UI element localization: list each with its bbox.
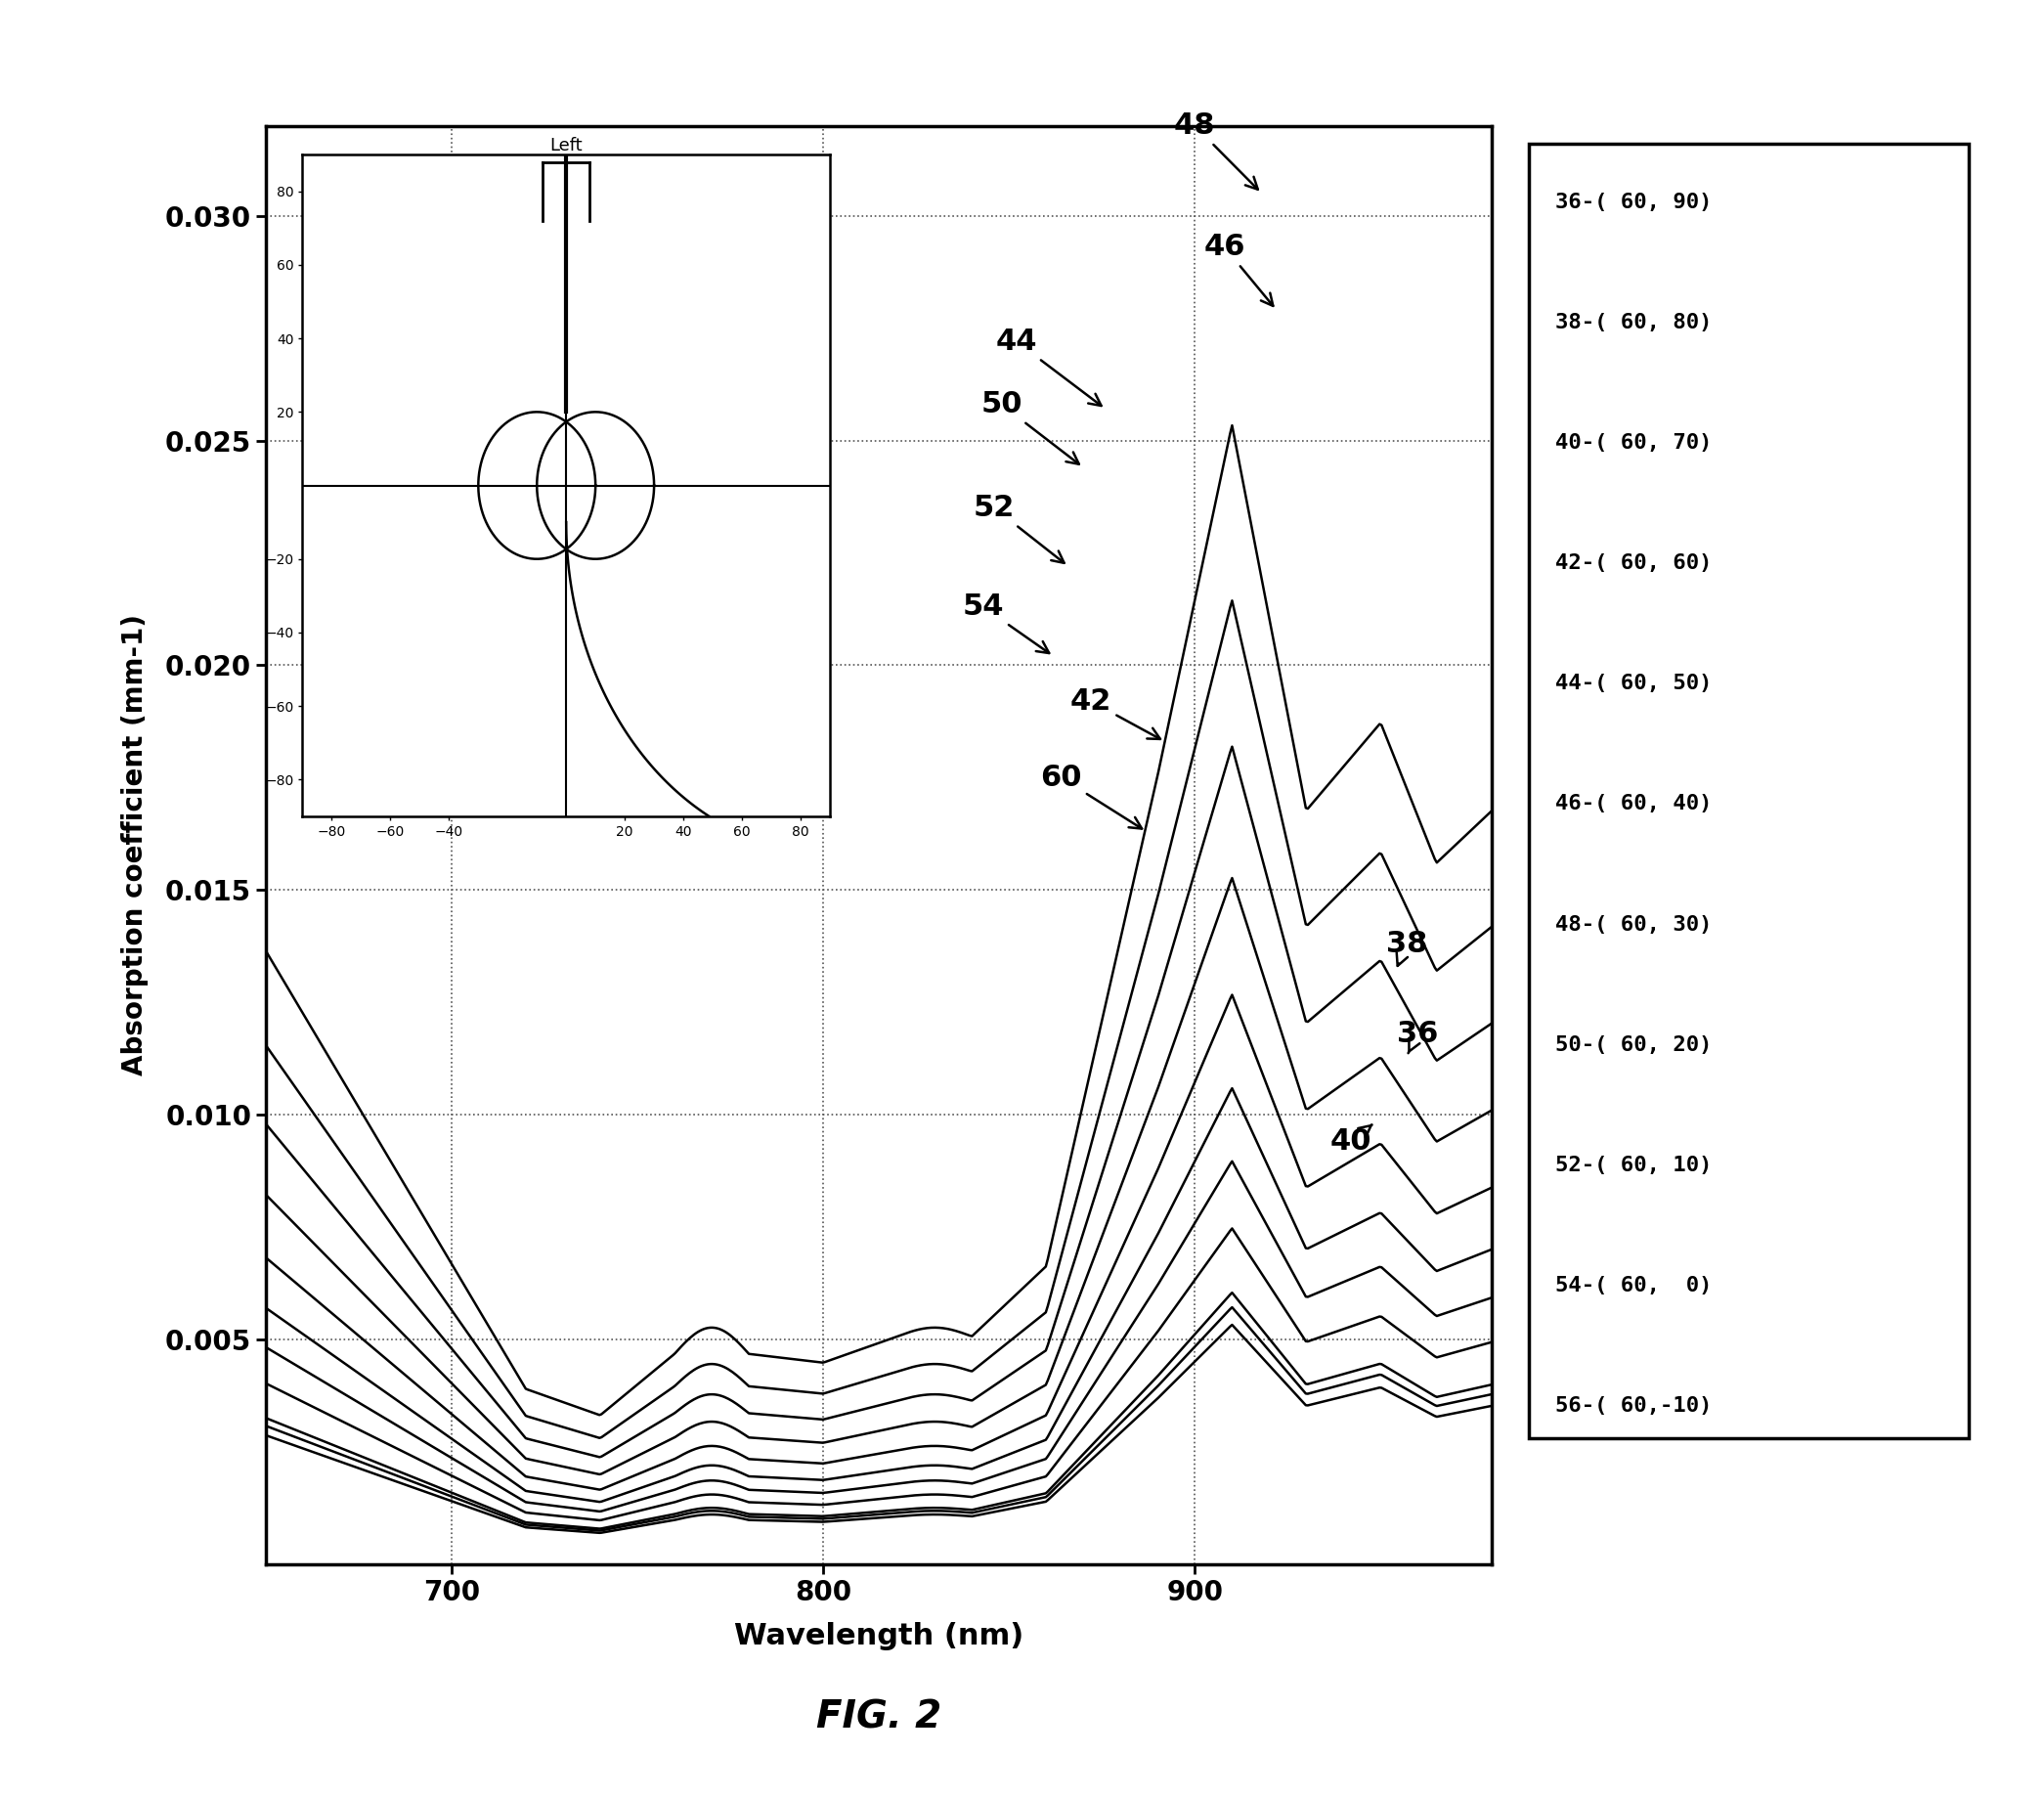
Text: 40: 40 [1331,1126,1372,1156]
Text: FIG. 2: FIG. 2 [816,1699,942,1735]
X-axis label: Wavelength (nm): Wavelength (nm) [734,1622,1024,1651]
Text: 50-( 60, 20): 50-( 60, 20) [1555,1036,1713,1055]
Text: 46-( 60, 40): 46-( 60, 40) [1555,795,1713,814]
Text: 56-( 60,-10): 56-( 60,-10) [1555,1397,1713,1415]
Text: 50: 50 [981,390,1079,464]
Text: 52-( 60, 10): 52-( 60, 10) [1555,1156,1713,1176]
Text: 54-( 60,  0): 54-( 60, 0) [1555,1277,1713,1295]
Y-axis label: Absorption coefficient (mm-1): Absorption coefficient (mm-1) [121,615,149,1075]
Text: 42: 42 [1071,687,1161,739]
Text: 40-( 60, 70): 40-( 60, 70) [1555,433,1713,453]
Text: 44: 44 [995,327,1102,406]
Text: 54: 54 [963,593,1049,653]
Text: 48: 48 [1173,111,1257,189]
Text: 42-( 60, 60): 42-( 60, 60) [1555,554,1713,574]
Text: 52: 52 [973,494,1065,563]
Text: 38: 38 [1386,930,1427,966]
Text: 38-( 60, 80): 38-( 60, 80) [1555,313,1713,333]
Text: 46: 46 [1204,234,1273,306]
Text: 36-( 60, 90): 36-( 60, 90) [1555,192,1713,212]
Text: 48-( 60, 30): 48-( 60, 30) [1555,915,1713,935]
Text: 60: 60 [1040,764,1143,829]
Text: 36: 36 [1398,1019,1439,1054]
Text: 44-( 60, 50): 44-( 60, 50) [1555,674,1713,694]
